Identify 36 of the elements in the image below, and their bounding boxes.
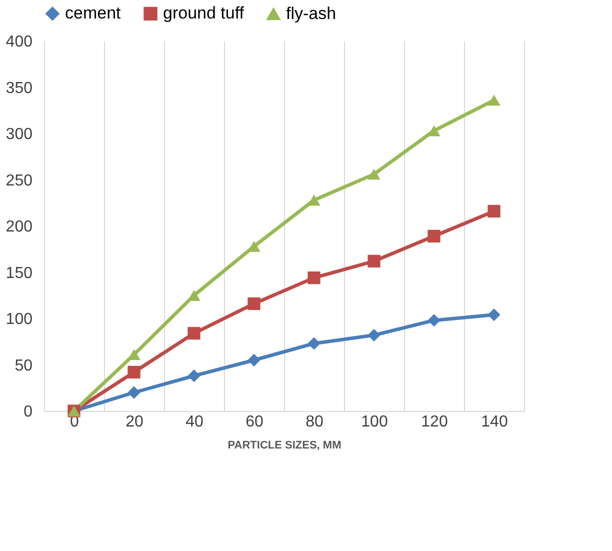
y-tick-label: 300 — [6, 126, 33, 143]
point — [428, 314, 440, 327]
point — [188, 326, 200, 340]
x-tick-label: 40 — [186, 414, 204, 430]
legend-label: cement — [65, 4, 122, 23]
point — [308, 337, 320, 350]
x-tick-label: 100 — [361, 414, 388, 430]
y-tick-label: 200 — [6, 218, 33, 236]
y-tick-label: 50 — [14, 357, 33, 374]
point — [308, 271, 320, 284]
point — [248, 354, 260, 366]
legend-label: fly-ash — [286, 4, 336, 24]
x-tick-label: 60 — [246, 414, 264, 430]
x-axis-title: PARTICLE SIZES, MM — [228, 440, 342, 452]
y-tick-label: 250 — [6, 172, 33, 190]
point — [368, 168, 380, 180]
y-tick-label: 350 — [6, 80, 33, 97]
point — [488, 94, 500, 106]
point — [368, 254, 380, 268]
point — [248, 297, 260, 310]
point — [488, 204, 500, 218]
x-tick-label: 140 — [481, 414, 508, 430]
point — [128, 366, 140, 378]
x-tick-label: 120 — [421, 414, 448, 430]
x-tick-label: 80 — [306, 414, 324, 430]
point — [368, 328, 380, 342]
point — [128, 386, 140, 399]
point — [428, 125, 440, 136]
y-tick-label: 100 — [6, 311, 33, 328]
y-tick-label: 400 — [6, 34, 33, 50]
x-tick-label: 20 — [126, 414, 144, 430]
point — [428, 230, 440, 242]
legend-label: ground tuff — [163, 4, 244, 23]
point — [488, 308, 500, 322]
y-tick-label: 150 — [6, 264, 33, 282]
point — [188, 370, 200, 382]
